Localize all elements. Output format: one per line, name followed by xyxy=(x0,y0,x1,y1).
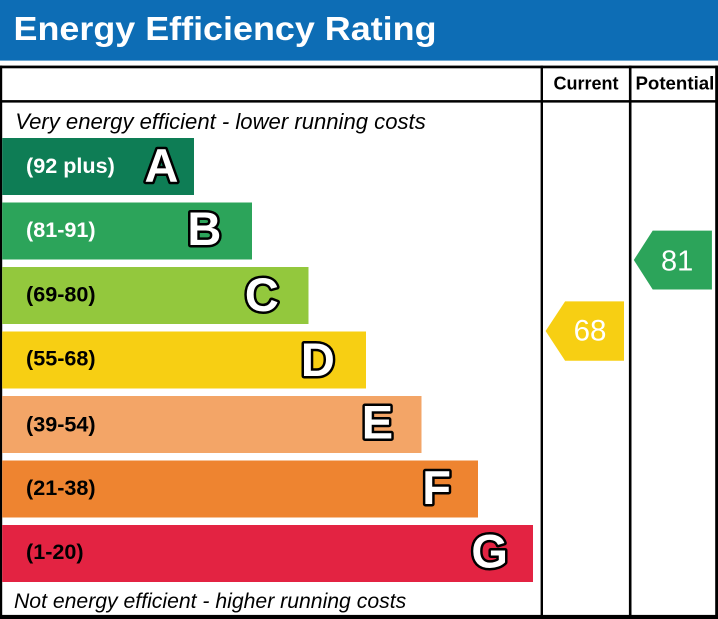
svg-text:G: G xyxy=(471,524,508,577)
svg-text:B: B xyxy=(187,202,221,255)
svg-text:E: E xyxy=(362,396,393,449)
svg-text:Current: Current xyxy=(553,74,618,94)
svg-text:(92 plus): (92 plus) xyxy=(26,153,115,178)
svg-text:68: 68 xyxy=(574,315,607,348)
svg-text:Potential: Potential xyxy=(635,73,714,94)
svg-text:D: D xyxy=(301,333,335,386)
svg-text:Not energy efficient - higher: Not energy efficient - higher running co… xyxy=(14,590,407,613)
svg-text:(39-54): (39-54) xyxy=(26,411,96,436)
svg-text:Very energy efficient - lower: Very energy efficient - lower running co… xyxy=(15,109,426,134)
svg-text:A: A xyxy=(145,139,179,192)
svg-text:81: 81 xyxy=(661,246,693,278)
svg-text:(81-91): (81-91) xyxy=(26,217,96,242)
svg-text:Energy Efficiency Rating: Energy Efficiency Rating xyxy=(14,10,437,47)
svg-text:(21-38): (21-38) xyxy=(26,475,96,500)
svg-text:F: F xyxy=(422,461,451,514)
svg-text:C: C xyxy=(245,268,279,321)
svg-text:(69-80): (69-80) xyxy=(26,282,96,307)
svg-text:(1-20): (1-20) xyxy=(26,539,84,564)
svg-text:(55-68): (55-68) xyxy=(26,345,96,370)
